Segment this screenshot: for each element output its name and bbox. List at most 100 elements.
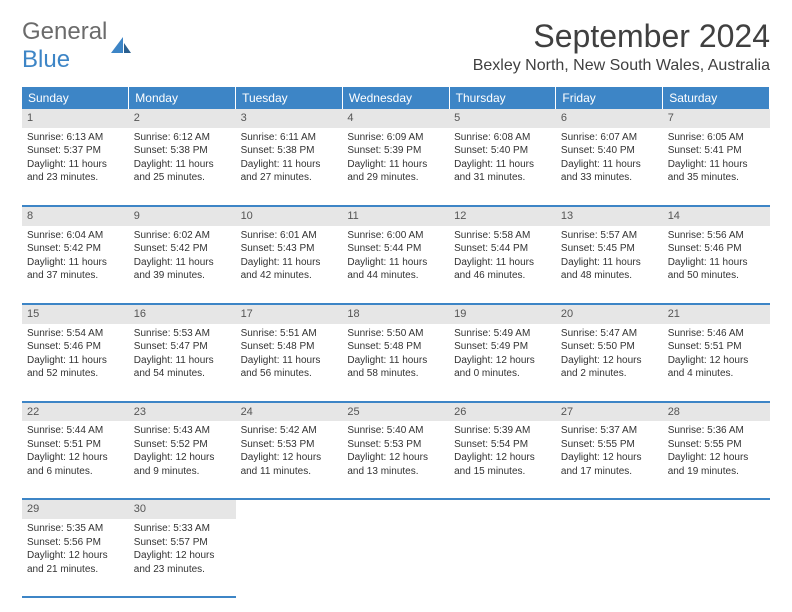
sunrise-text: Sunrise: 6:13 AM bbox=[27, 131, 124, 145]
daylight-text-2: and 21 minutes. bbox=[27, 563, 124, 577]
sunset-text: Sunset: 5:53 PM bbox=[241, 438, 338, 452]
sunset-text: Sunset: 5:37 PM bbox=[27, 144, 124, 158]
daylight-text-2: and 19 minutes. bbox=[668, 465, 765, 479]
daylight-text-1: Daylight: 11 hours bbox=[241, 354, 338, 368]
day-number: 21 bbox=[663, 304, 770, 324]
day-cell: Sunrise: 6:05 AMSunset: 5:41 PMDaylight:… bbox=[663, 128, 770, 206]
daylight-text-2: and 27 minutes. bbox=[241, 171, 338, 185]
sunrise-text: Sunrise: 6:04 AM bbox=[27, 229, 124, 243]
day-number bbox=[449, 499, 556, 519]
day-number: 11 bbox=[342, 206, 449, 226]
sunset-text: Sunset: 5:55 PM bbox=[668, 438, 765, 452]
sunrise-text: Sunrise: 5:39 AM bbox=[454, 424, 551, 438]
header: GeneralBlue September 2024 Bexley North,… bbox=[22, 18, 770, 81]
sunrise-text: Sunrise: 6:05 AM bbox=[668, 131, 765, 145]
day-cell: Sunrise: 5:50 AMSunset: 5:48 PMDaylight:… bbox=[342, 324, 449, 402]
daylight-text-1: Daylight: 11 hours bbox=[134, 354, 231, 368]
daylight-text-2: and 42 minutes. bbox=[241, 269, 338, 283]
daylight-text-1: Daylight: 11 hours bbox=[347, 256, 444, 270]
day-cell: Sunrise: 5:49 AMSunset: 5:49 PMDaylight:… bbox=[449, 324, 556, 402]
daylight-text-2: and 23 minutes. bbox=[27, 171, 124, 185]
sunset-text: Sunset: 5:38 PM bbox=[134, 144, 231, 158]
sunrise-text: Sunrise: 6:02 AM bbox=[134, 229, 231, 243]
daylight-text-2: and 4 minutes. bbox=[668, 367, 765, 381]
sunrise-text: Sunrise: 6:11 AM bbox=[241, 131, 338, 145]
daylight-text-2: and 15 minutes. bbox=[454, 465, 551, 479]
day-number: 2 bbox=[129, 109, 236, 128]
week-row: Sunrise: 5:35 AMSunset: 5:56 PMDaylight:… bbox=[22, 519, 770, 597]
daylight-text-2: and 37 minutes. bbox=[27, 269, 124, 283]
sunrise-text: Sunrise: 5:49 AM bbox=[454, 327, 551, 341]
day-cell bbox=[342, 519, 449, 597]
sunrise-text: Sunrise: 5:56 AM bbox=[668, 229, 765, 243]
sunset-text: Sunset: 5:39 PM bbox=[347, 144, 444, 158]
daylight-text-2: and 56 minutes. bbox=[241, 367, 338, 381]
sunset-text: Sunset: 5:38 PM bbox=[241, 144, 338, 158]
day-cell: Sunrise: 6:00 AMSunset: 5:44 PMDaylight:… bbox=[342, 226, 449, 304]
daylight-text-1: Daylight: 11 hours bbox=[668, 158, 765, 172]
day-cell bbox=[236, 519, 343, 597]
daylight-text-1: Daylight: 11 hours bbox=[347, 158, 444, 172]
sunset-text: Sunset: 5:48 PM bbox=[347, 340, 444, 354]
col-saturday: Saturday bbox=[663, 87, 770, 109]
sunset-text: Sunset: 5:51 PM bbox=[668, 340, 765, 354]
sunrise-text: Sunrise: 5:46 AM bbox=[668, 327, 765, 341]
day-cell: Sunrise: 5:54 AMSunset: 5:46 PMDaylight:… bbox=[22, 324, 129, 402]
day-number: 25 bbox=[342, 402, 449, 422]
col-wednesday: Wednesday bbox=[342, 87, 449, 109]
sunrise-text: Sunrise: 6:08 AM bbox=[454, 131, 551, 145]
sunset-text: Sunset: 5:40 PM bbox=[561, 144, 658, 158]
daylight-text-2: and 29 minutes. bbox=[347, 171, 444, 185]
day-cell: Sunrise: 6:11 AMSunset: 5:38 PMDaylight:… bbox=[236, 128, 343, 206]
day-cell: Sunrise: 5:42 AMSunset: 5:53 PMDaylight:… bbox=[236, 421, 343, 499]
daylight-text-1: Daylight: 11 hours bbox=[561, 256, 658, 270]
sunset-text: Sunset: 5:54 PM bbox=[454, 438, 551, 452]
month-title: September 2024 bbox=[473, 18, 770, 55]
day-number: 30 bbox=[129, 499, 236, 519]
sunrise-text: Sunrise: 5:37 AM bbox=[561, 424, 658, 438]
daylight-text-2: and 0 minutes. bbox=[454, 367, 551, 381]
daylight-text-2: and 2 minutes. bbox=[561, 367, 658, 381]
logo-sail-icon bbox=[111, 37, 133, 55]
sunset-text: Sunset: 5:47 PM bbox=[134, 340, 231, 354]
day-number: 4 bbox=[342, 109, 449, 128]
daylight-text-1: Daylight: 12 hours bbox=[561, 354, 658, 368]
daylight-text-1: Daylight: 11 hours bbox=[668, 256, 765, 270]
sunset-text: Sunset: 5:40 PM bbox=[454, 144, 551, 158]
sunset-text: Sunset: 5:56 PM bbox=[27, 536, 124, 550]
day-cell: Sunrise: 5:39 AMSunset: 5:54 PMDaylight:… bbox=[449, 421, 556, 499]
sunrise-text: Sunrise: 5:35 AM bbox=[27, 522, 124, 536]
col-monday: Monday bbox=[129, 87, 236, 109]
logo: GeneralBlue bbox=[22, 18, 133, 74]
day-number: 3 bbox=[236, 109, 343, 128]
week-row: Sunrise: 6:13 AMSunset: 5:37 PM Daylight:… bbox=[22, 128, 770, 206]
day-number: 19 bbox=[449, 304, 556, 324]
sunset-text: Sunset: 5:44 PM bbox=[454, 242, 551, 256]
sunset-text: Sunset: 5:46 PM bbox=[27, 340, 124, 354]
day-number bbox=[663, 499, 770, 519]
sunrise-text: Sunrise: 6:00 AM bbox=[347, 229, 444, 243]
sunset-text: Sunset: 5:42 PM bbox=[27, 242, 124, 256]
day-cell: Sunrise: 6:07 AMSunset: 5:40 PMDaylight:… bbox=[556, 128, 663, 206]
week-row: Sunrise: 6:04 AMSunset: 5:42 PM Daylight:… bbox=[22, 226, 770, 304]
day-number: 22 bbox=[22, 402, 129, 422]
sunset-text: Sunset: 5:55 PM bbox=[561, 438, 658, 452]
daylight-text-1: Daylight: 12 hours bbox=[134, 451, 231, 465]
daylight-text-1: Daylight: 12 hours bbox=[27, 549, 124, 563]
col-thursday: Thursday bbox=[449, 87, 556, 109]
day-number: 27 bbox=[556, 402, 663, 422]
logo-word1: General bbox=[22, 18, 107, 45]
daylight-text-2: and 52 minutes. bbox=[27, 367, 124, 381]
daylight-text-1: Daylight: 12 hours bbox=[668, 354, 765, 368]
sunrise-text: Sunrise: 5:58 AM bbox=[454, 229, 551, 243]
day-cell: Sunrise: 5:40 AMSunset: 5:53 PMDaylight:… bbox=[342, 421, 449, 499]
sunset-text: Sunset: 5:50 PM bbox=[561, 340, 658, 354]
day-cell: Sunrise: 5:35 AMSunset: 5:56 PMDaylight:… bbox=[22, 519, 129, 597]
sunrise-text: Sunrise: 5:44 AM bbox=[27, 424, 124, 438]
day-number: 28 bbox=[663, 402, 770, 422]
daylight-text-2: and 31 minutes. bbox=[454, 171, 551, 185]
daylight-text-1: Daylight: 11 hours bbox=[347, 354, 444, 368]
daylight-text-1: Daylight: 11 hours bbox=[561, 158, 658, 172]
sunrise-text: Sunrise: 6:01 AM bbox=[241, 229, 338, 243]
daylight-text-1: Daylight: 12 hours bbox=[454, 354, 551, 368]
